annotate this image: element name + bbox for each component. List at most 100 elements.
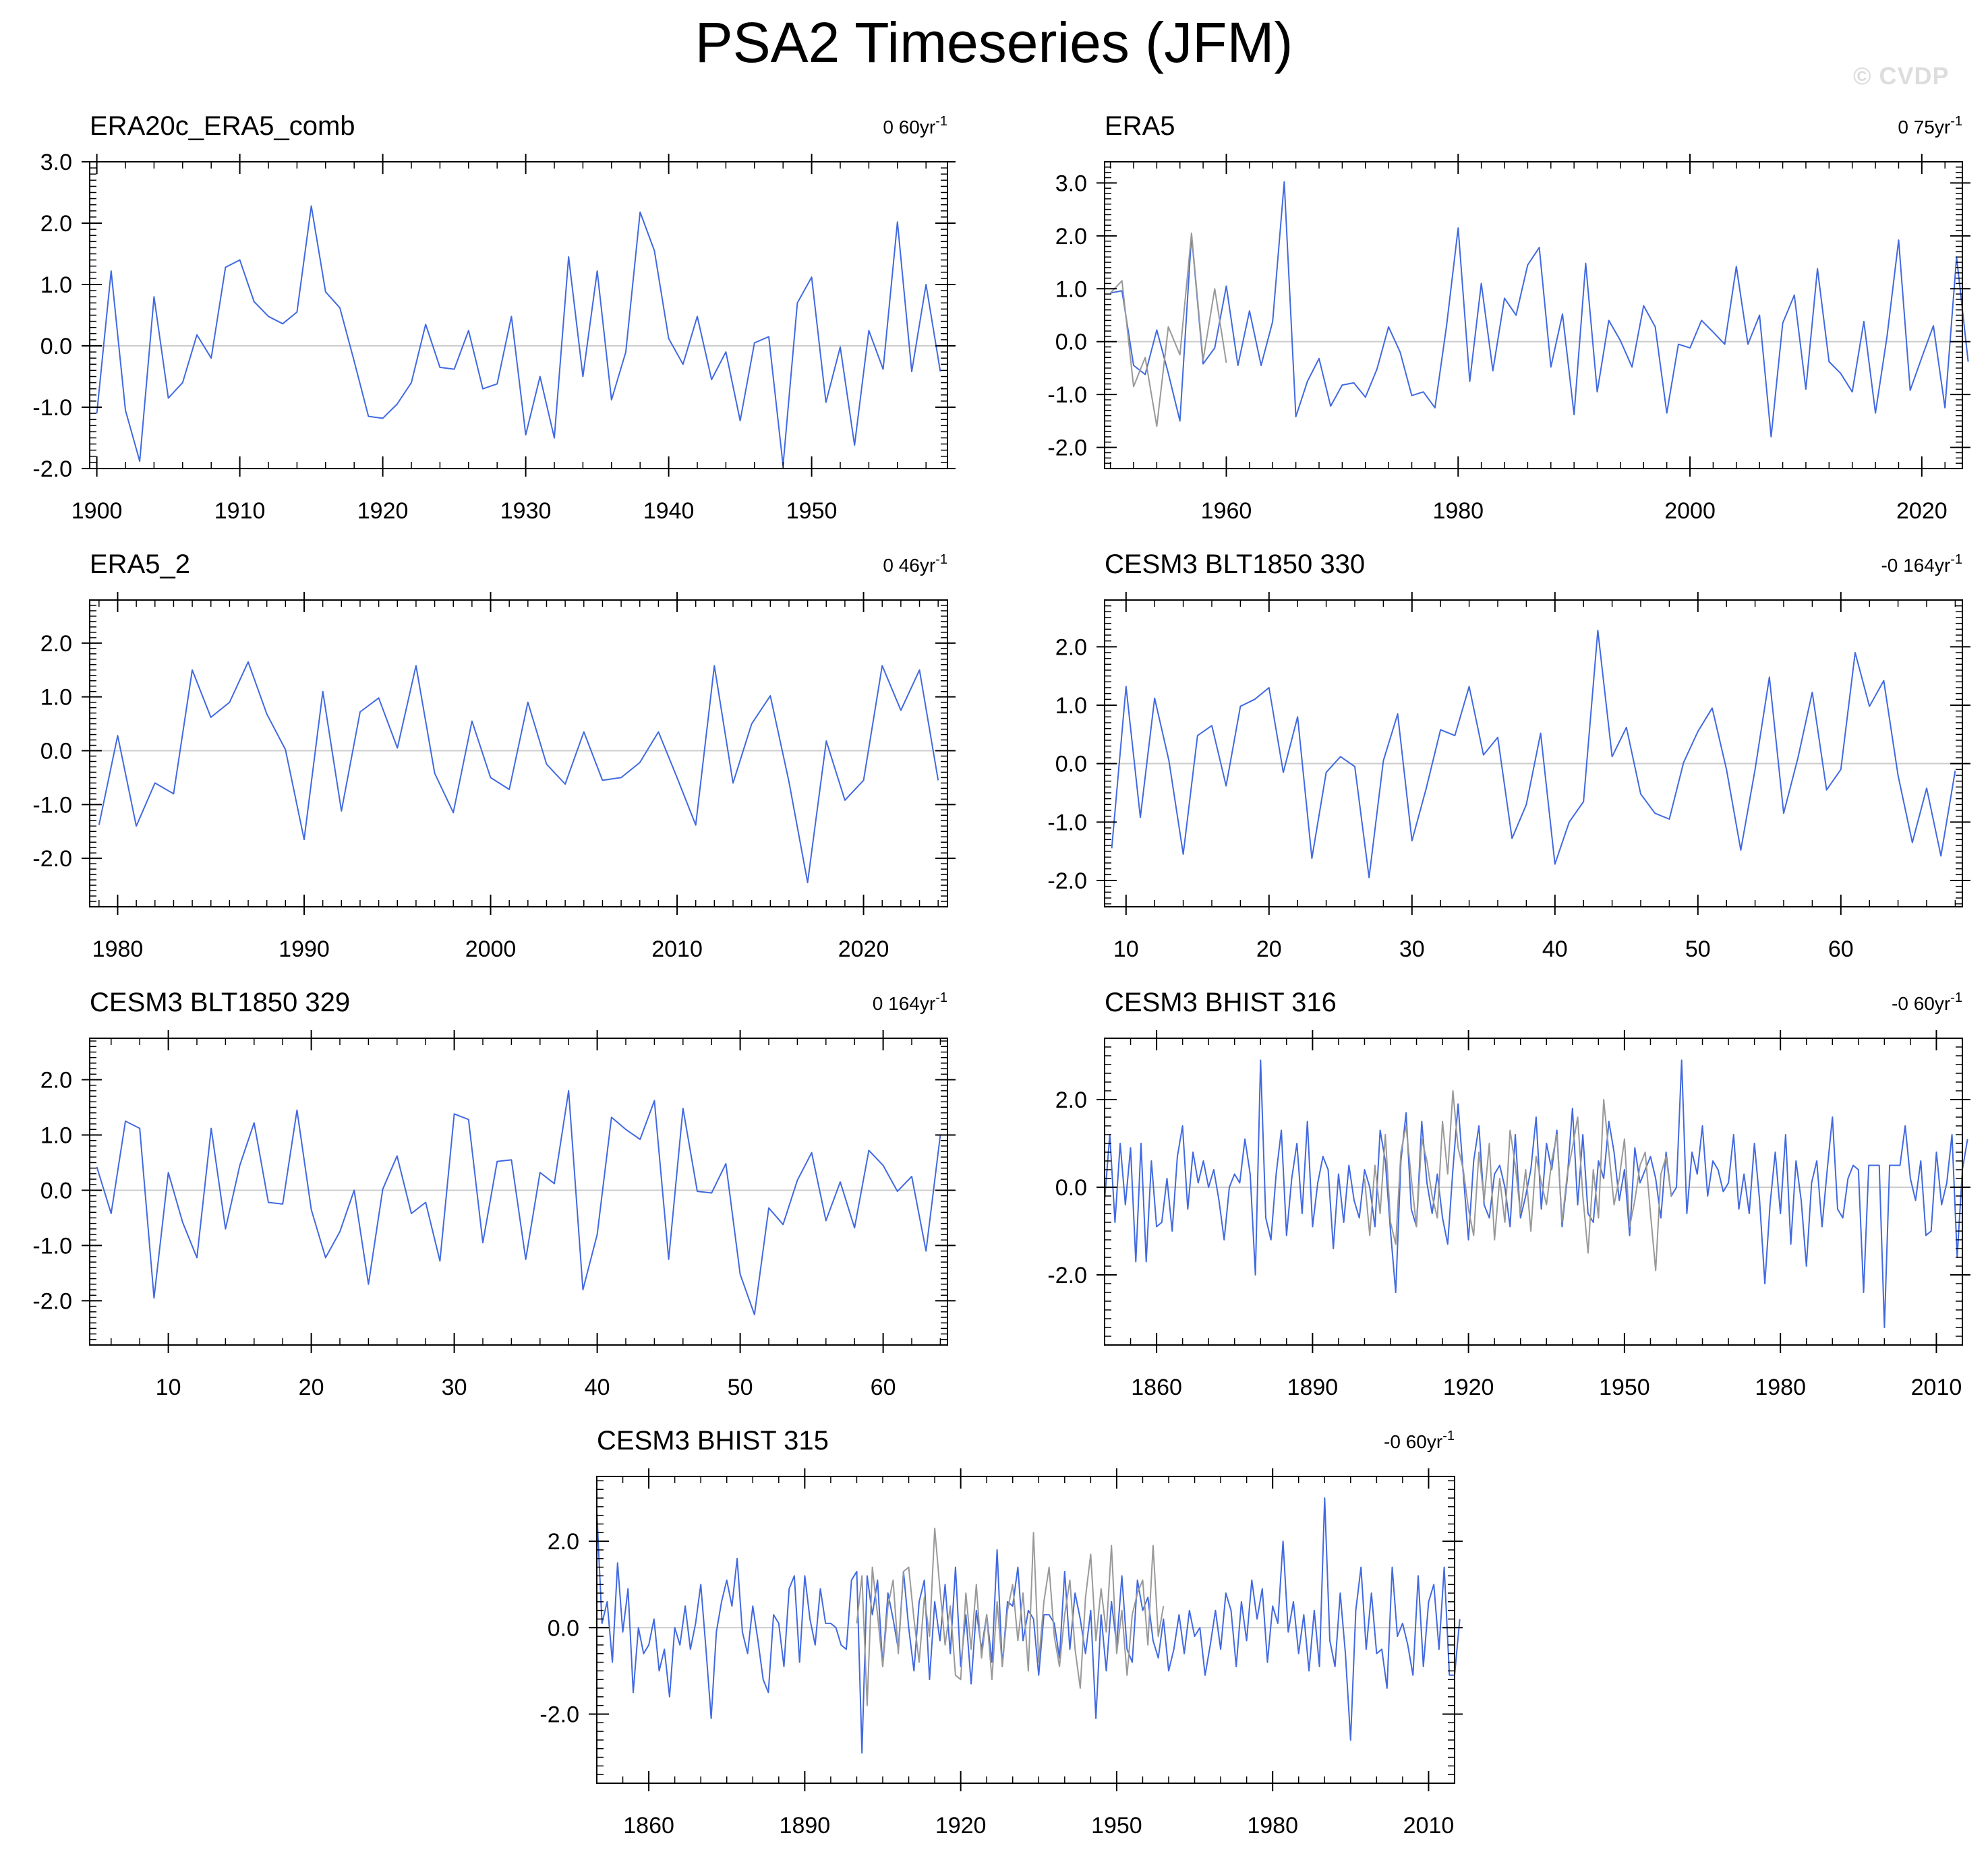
x-tick-label: 40 bbox=[1542, 936, 1568, 962]
chart-panel: CESM3 BHIST 316 -0 60yr-1 -2.0 0.0 2.0 1860 18… bbox=[1047, 988, 1970, 1400]
plot-frame bbox=[596, 1476, 1455, 1784]
panel-title: ERA20c_ERA5_comb bbox=[90, 111, 355, 141]
x-tick-label: 1920 bbox=[357, 498, 409, 524]
reference-series-line bbox=[1109, 232, 1227, 427]
x-tick-label: 20 bbox=[1256, 936, 1282, 962]
y-tick-label: -1.0 bbox=[32, 1233, 72, 1259]
x-tick-label: 50 bbox=[728, 1375, 753, 1400]
page-title: PSA2 Timeseries (JFM) bbox=[695, 11, 1293, 74]
series-line bbox=[96, 1089, 941, 1315]
trend-label: 0 164yr-1 bbox=[873, 990, 947, 1014]
y-tick-label: -2.0 bbox=[1047, 436, 1087, 461]
x-tick-label: 1920 bbox=[1443, 1375, 1494, 1400]
y-tick-label: 3.0 bbox=[1055, 171, 1087, 196]
x-tick-label: 1860 bbox=[623, 1813, 674, 1838]
chart-panel: CESM3 BLT1850 329 0 164yr-1 -2.0 -1.0 0.0 1.0… bbox=[32, 988, 956, 1400]
cvdp-watermark: © CVDP bbox=[1853, 62, 1950, 90]
trend-label: 0 60yr-1 bbox=[883, 114, 947, 138]
x-tick-label: 1900 bbox=[71, 498, 123, 524]
plot-frame bbox=[1104, 161, 1963, 469]
plot-frame bbox=[1104, 599, 1963, 907]
x-tick-label: 2010 bbox=[651, 936, 703, 962]
x-tick-label: 2000 bbox=[465, 936, 517, 962]
y-tick-label: 2.0 bbox=[40, 1067, 72, 1093]
y-tick-label: -1.0 bbox=[32, 395, 72, 421]
y-tick-label: 1.0 bbox=[40, 272, 72, 298]
y-tick-label: 0.0 bbox=[40, 739, 72, 765]
x-tick-label: 50 bbox=[1685, 936, 1711, 962]
x-tick-label: 30 bbox=[1399, 936, 1425, 962]
panel-title: ERA5_2 bbox=[90, 549, 190, 579]
x-tick-label: 20 bbox=[299, 1375, 324, 1400]
y-tick-label: 1.0 bbox=[40, 1123, 72, 1148]
y-tick-label: -2.0 bbox=[32, 1288, 72, 1314]
y-tick-label: -1.0 bbox=[1047, 810, 1087, 835]
y-tick-label: 0.0 bbox=[1055, 1175, 1087, 1201]
series-line bbox=[1110, 181, 1969, 438]
plot-frame bbox=[89, 599, 948, 907]
chart-panel: ERA5_2 0 46yr-1 -2.0 -1.0 0.0 1.0 2.0 1980 1990 2… bbox=[32, 549, 956, 962]
trend-label: 0 46yr-1 bbox=[883, 552, 947, 576]
y-tick-label: 0.0 bbox=[40, 1178, 72, 1203]
y-tick-label: 0.0 bbox=[1055, 330, 1087, 355]
y-tick-label: 1.0 bbox=[1055, 276, 1087, 302]
x-tick-label: 1890 bbox=[780, 1813, 831, 1838]
x-tick-label: 2020 bbox=[838, 936, 889, 962]
x-tick-label: 2020 bbox=[1896, 498, 1948, 524]
y-tick-label: 2.0 bbox=[1055, 224, 1087, 249]
y-tick-label: 1.0 bbox=[40, 685, 72, 711]
y-tick-label: -1.0 bbox=[1047, 382, 1087, 408]
x-tick-label: 1960 bbox=[1201, 498, 1252, 524]
y-tick-label: 2.0 bbox=[40, 631, 72, 657]
x-tick-label: 1930 bbox=[500, 498, 552, 524]
x-tick-label: 1950 bbox=[1599, 1375, 1650, 1400]
y-tick-label: -2.0 bbox=[1047, 868, 1087, 894]
chart-panel: CESM3 BHIST 315 -0 60yr-1 -2.0 0.0 2.0 1860 18… bbox=[539, 1426, 1463, 1838]
x-tick-label: 60 bbox=[1828, 936, 1854, 962]
reference-series-line bbox=[1364, 1090, 1672, 1272]
plot-frame bbox=[1104, 1038, 1963, 1346]
y-tick-label: -2.0 bbox=[32, 456, 72, 482]
series-line bbox=[596, 1497, 1461, 1754]
panel-title: ERA5 bbox=[1105, 111, 1175, 141]
chart-panel: CESM3 BLT1850 330 -0 164yr-1 -2.0 -1.0 0.0 1.… bbox=[1047, 549, 1970, 962]
y-tick-label: 1.0 bbox=[1055, 693, 1087, 719]
y-tick-label: 3.0 bbox=[40, 150, 72, 175]
series-line bbox=[1104, 1059, 1968, 1328]
x-tick-label: 10 bbox=[1113, 936, 1139, 962]
y-tick-label: 0.0 bbox=[40, 334, 72, 359]
x-tick-label: 40 bbox=[585, 1375, 610, 1400]
x-tick-label: 10 bbox=[156, 1375, 181, 1400]
x-tick-label: 1910 bbox=[214, 498, 266, 524]
panel-title: CESM3 BLT1850 329 bbox=[90, 988, 350, 1017]
series-line bbox=[1111, 630, 1956, 878]
panel-title: CESM3 BHIST 315 bbox=[597, 1426, 829, 1456]
trend-label: -0 60yr-1 bbox=[1892, 990, 1962, 1014]
panel-title: CESM3 BHIST 316 bbox=[1105, 988, 1337, 1017]
plot-frame bbox=[89, 1038, 948, 1346]
y-tick-label: -2.0 bbox=[539, 1702, 579, 1727]
y-tick-label: 2.0 bbox=[1055, 1087, 1087, 1113]
x-tick-label: 2010 bbox=[1403, 1813, 1455, 1838]
x-tick-label: 1860 bbox=[1131, 1375, 1182, 1400]
chart-panel: ERA20c_ERA5_comb 0 60yr-1 -2.0 -1.0 0.0 1.0 2.… bbox=[32, 111, 956, 524]
x-tick-label: 1890 bbox=[1287, 1375, 1339, 1400]
x-tick-label: 1980 bbox=[92, 936, 144, 962]
reference-series-line bbox=[856, 1527, 1165, 1706]
y-tick-label: 0.0 bbox=[548, 1615, 579, 1641]
x-tick-label: 1980 bbox=[1432, 498, 1484, 524]
x-tick-label: 2000 bbox=[1664, 498, 1716, 524]
x-tick-label: 1940 bbox=[643, 498, 695, 524]
x-tick-label: 30 bbox=[442, 1375, 467, 1400]
trend-label: 0 75yr-1 bbox=[1898, 114, 1962, 138]
y-tick-label: 2.0 bbox=[40, 211, 72, 237]
x-tick-label: 1950 bbox=[1091, 1813, 1142, 1838]
x-tick-label: 1950 bbox=[786, 498, 838, 524]
x-tick-label: 2010 bbox=[1911, 1375, 1962, 1400]
x-tick-label: 60 bbox=[871, 1375, 896, 1400]
trend-label: -0 164yr-1 bbox=[1881, 552, 1962, 576]
y-tick-label: -2.0 bbox=[1047, 1263, 1087, 1288]
y-tick-label: 0.0 bbox=[1055, 752, 1087, 777]
series-line bbox=[96, 205, 941, 467]
